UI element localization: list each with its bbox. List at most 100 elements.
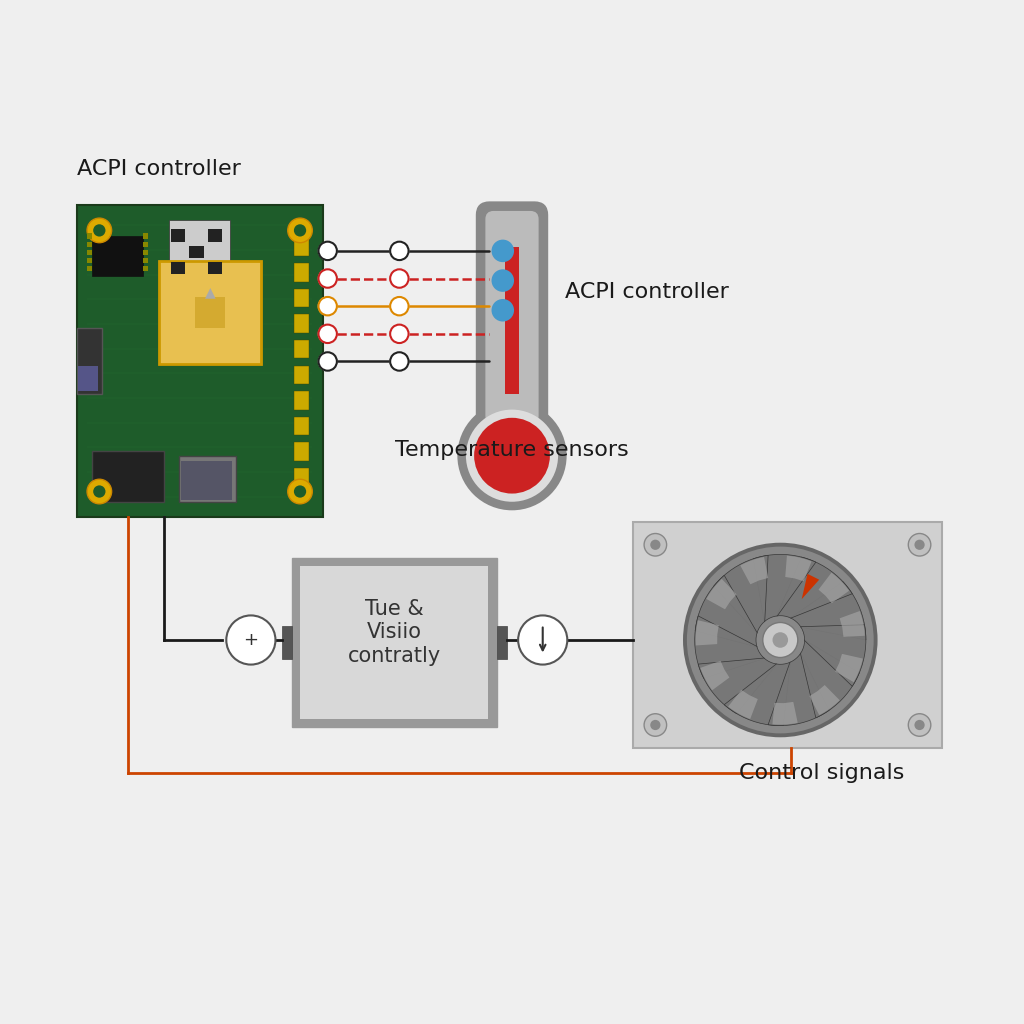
Circle shape [492,269,514,292]
Polygon shape [754,554,816,622]
Text: Temperature sensors: Temperature sensors [395,440,629,461]
Circle shape [763,623,798,657]
Circle shape [908,534,931,556]
Polygon shape [836,654,863,682]
Circle shape [390,297,409,315]
Polygon shape [809,685,840,715]
FancyBboxPatch shape [477,203,547,432]
Bar [505,247,519,394]
Circle shape [683,543,878,737]
Circle shape [288,479,312,504]
Polygon shape [694,615,765,678]
Polygon shape [700,660,729,690]
Bar [189,246,204,258]
Bar [143,242,148,247]
Bar [78,366,98,391]
Circle shape [518,615,567,665]
Bar [294,263,309,282]
Polygon shape [776,557,852,618]
Bar [169,220,230,276]
Bar [87,266,92,271]
Bar [294,366,309,384]
Bar [92,236,143,276]
Polygon shape [698,658,777,714]
Bar [171,262,185,274]
FancyBboxPatch shape [485,211,539,424]
Circle shape [93,485,105,498]
Bar [292,558,497,727]
Polygon shape [818,572,849,603]
Polygon shape [707,579,736,609]
Polygon shape [791,582,866,640]
Bar [181,461,232,500]
Bar [633,522,942,748]
Circle shape [474,418,550,494]
Bar [171,229,185,242]
Circle shape [390,242,409,260]
Circle shape [318,297,337,315]
Bar [143,258,148,263]
Circle shape [492,299,514,322]
Circle shape [87,218,112,243]
Circle shape [908,714,931,736]
Circle shape [318,269,337,288]
Polygon shape [768,653,829,726]
Circle shape [687,547,873,733]
Bar [282,627,292,659]
Circle shape [294,485,306,498]
Bar [294,289,309,307]
Polygon shape [728,690,758,719]
Text: Control signals: Control signals [738,763,904,783]
Bar [208,229,222,242]
Circle shape [914,540,925,550]
Polygon shape [801,640,859,718]
Circle shape [87,479,112,504]
Circle shape [226,615,275,665]
Bar [143,233,148,239]
Bar [294,238,309,256]
Bar [179,456,236,502]
Circle shape [459,402,565,509]
Polygon shape [772,701,798,725]
Bar [92,451,164,502]
Bar [77,205,323,517]
Circle shape [93,224,105,237]
Bar [208,262,222,274]
Circle shape [390,325,409,343]
Circle shape [650,540,660,550]
Circle shape [390,269,409,288]
Circle shape [294,224,306,237]
Circle shape [650,720,660,730]
Circle shape [466,410,558,502]
Bar [294,314,309,333]
Polygon shape [714,555,768,633]
Polygon shape [785,556,812,582]
Text: +: + [244,631,258,649]
Bar [159,261,261,364]
Text: ▲: ▲ [205,285,215,299]
Text: Tue &
Visiio
contratly: Tue & Visiio contratly [347,599,441,666]
Polygon shape [802,573,819,599]
Bar [87,250,92,255]
Bar [87,258,92,263]
Bar [294,442,309,461]
Circle shape [492,240,514,262]
Bar [300,566,488,719]
Bar [294,468,309,486]
Polygon shape [695,575,757,647]
Polygon shape [695,621,719,645]
Bar [143,266,148,271]
Circle shape [318,242,337,260]
Bar [294,340,309,358]
Polygon shape [724,663,791,726]
Polygon shape [801,625,866,686]
Polygon shape [840,611,865,637]
Bar [294,391,309,410]
Bar [77,328,102,394]
Text: ACPI controller: ACPI controller [77,159,241,179]
Circle shape [318,325,337,343]
Bar [143,250,148,255]
Circle shape [644,534,667,556]
Circle shape [318,352,337,371]
Circle shape [772,632,788,648]
